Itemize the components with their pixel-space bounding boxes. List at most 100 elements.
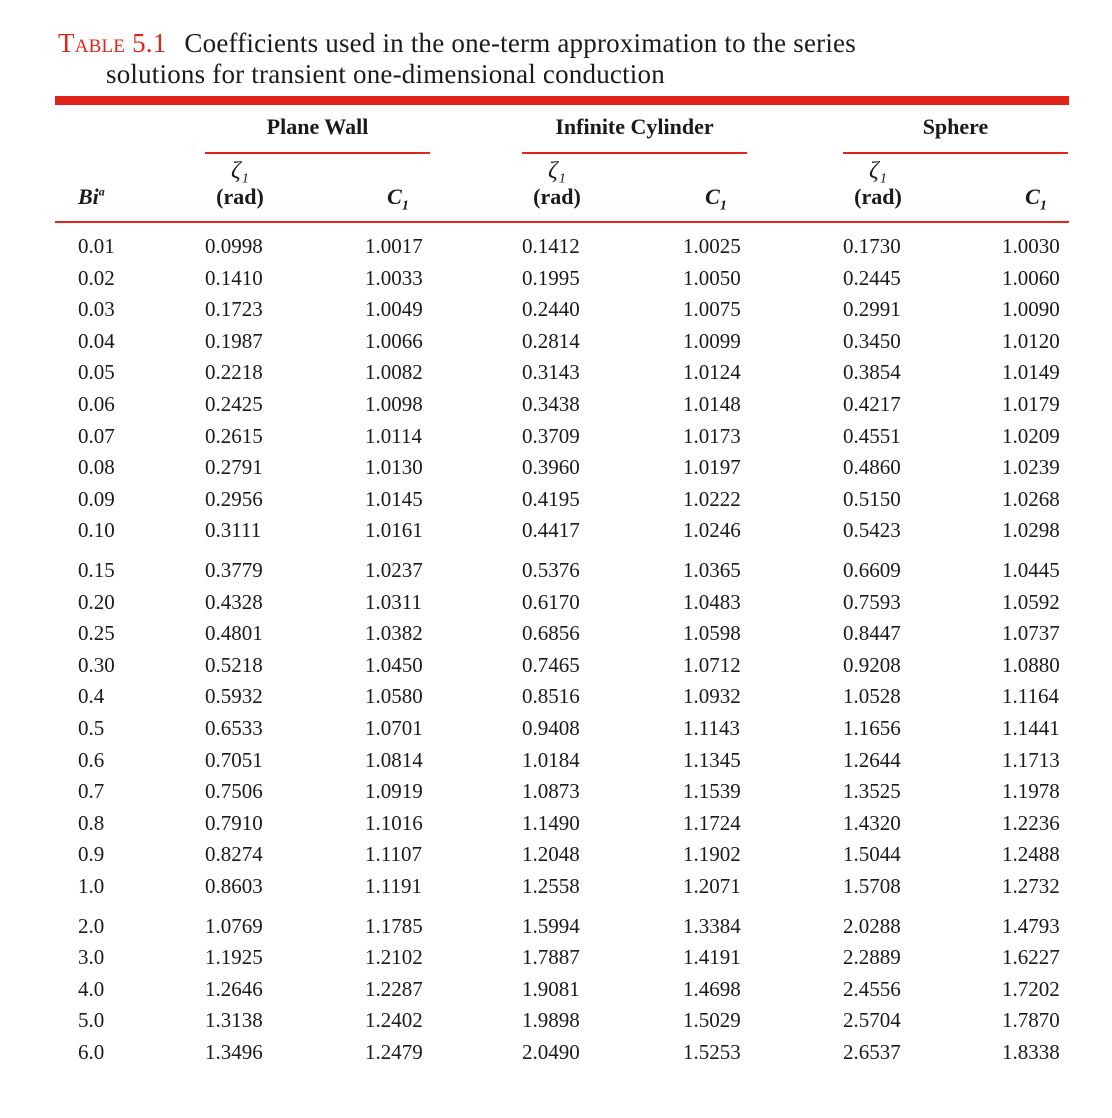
sphere-c1-cell: 1.2732 (1002, 874, 1060, 898)
cylinder-c1-cell: 1.0365 (683, 558, 741, 582)
cylinder-zeta-cell: 0.3438 (522, 392, 580, 416)
group-plane-wall: Plane Wall (266, 114, 369, 139)
sphere-c1-cell: 1.0737 (1002, 621, 1060, 646)
c1-subscript: 1 (401, 198, 409, 214)
cylinder-zeta-cell: 2.0490 (522, 1040, 580, 1064)
sphere-c1-cell: 1.0149 (1002, 360, 1060, 385)
bi-cell: 0.07 (78, 423, 115, 448)
cylinder-zeta-cell: 1.7887 (522, 945, 580, 970)
plane-wall-zeta-cell: 0.3779 (205, 558, 263, 582)
bi-cell: 0.04 (78, 328, 115, 353)
cylinder-zeta-cell: 0.3960 (522, 455, 580, 480)
plane-wall-zeta-cell: 0.4801 (205, 621, 263, 646)
plane-wall-c1-cell: 1.0311 (365, 589, 422, 614)
plane-wall-c1-cell: 1.2102 (365, 945, 423, 970)
table-row: 5.0 1.3138 1.2402 1.9898 1.5029 2.5704 1.7870 (0, 1004, 1112, 1036)
sphere-c1-cell: 1.0298 (1002, 518, 1060, 543)
c1-letter: C (705, 184, 720, 209)
sphere-c1-cell: 1.0239 (1002, 455, 1060, 480)
sphere-c1-cell: 1.8338 (1002, 1040, 1060, 1064)
rad-header-plane-wall: (rad) (216, 184, 264, 209)
plane-wall-zeta-cell: 1.3138 (205, 1008, 263, 1033)
table-row: 0.6 0.7051 1.0814 1.0184 1.1345 1.2644 1.1713 (0, 744, 1112, 776)
cylinder-zeta-cell: 0.6856 (522, 621, 580, 646)
sphere-zeta-cell: 0.5150 (843, 486, 901, 511)
plane-wall-zeta-cell: 0.3111 (205, 518, 262, 543)
cylinder-zeta-cell: 1.0873 (522, 779, 580, 804)
plane-wall-c1-cell: 1.0580 (365, 684, 423, 709)
table-row: 0.08 0.2791 1.0130 0.3960 1.0197 0.4860 1.0239 (0, 451, 1112, 483)
table-row: 0.9 0.8274 1.1107 1.2048 1.1902 1.5044 1.2488 (0, 838, 1112, 870)
sphere-zeta-cell: 1.4320 (843, 810, 901, 835)
bi-cell: 1.0 (78, 874, 105, 898)
cylinder-zeta-cell: 1.1490 (522, 810, 580, 835)
plane-wall-zeta-cell: 0.4328 (205, 589, 263, 614)
cylinder-c1-cell: 1.0197 (683, 455, 741, 480)
bi-cell: 0.6 (78, 747, 105, 772)
cylinder-c1-cell: 1.0025 (683, 234, 741, 258)
bi-cell: 0.05 (78, 360, 115, 385)
table-row: 0.10 0.3111 1.0161 0.4417 1.0246 0.5423 1.0298 (0, 514, 1112, 546)
plane-wall-c1-cell: 1.1016 (365, 810, 423, 835)
c1-header-plane-wall: C1 (378, 184, 418, 214)
plane-wall-zeta-cell: 1.0769 (205, 913, 263, 938)
table-row: 6.0 1.3496 1.2479 2.0490 1.5253 2.6537 1.8338 (0, 1036, 1112, 1068)
sphere-zeta-cell: 0.3854 (843, 360, 901, 385)
table-row: 0.25 0.4801 1.0382 0.6856 1.0598 0.8447 1.0737 (0, 617, 1112, 649)
plane-wall-zeta-cell: 0.2615 (205, 423, 263, 448)
plane-wall-c1-cell: 1.0382 (365, 621, 423, 646)
plane-wall-c1-cell: 1.0814 (365, 747, 423, 772)
bi-cell: 2.0 (78, 913, 105, 938)
plane-wall-zeta-cell: 0.8603 (205, 874, 263, 898)
table-row: 0.30 0.5218 1.0450 0.7465 1.0712 0.9208 1.0880 (0, 649, 1112, 681)
cylinder-c1-cell: 1.1539 (683, 779, 741, 804)
table-row: 0.07 0.2615 1.0114 0.3709 1.0173 0.4551 1.0209 (0, 420, 1112, 452)
plane-wall-c1-cell: 1.0450 (365, 652, 423, 677)
plane-wall-c1-cell: 1.2479 (365, 1040, 423, 1064)
rad-header-sphere: (rad) (854, 184, 902, 209)
sphere-zeta-cell: 0.2991 (843, 297, 901, 322)
table-row: 0.01 0.0998 1.0017 0.1412 1.0025 0.1730 1.0030 (0, 230, 1112, 262)
cylinder-c1-cell: 1.0099 (683, 328, 741, 353)
bi-header: Bia (78, 184, 105, 210)
header-rule (55, 221, 1069, 223)
group-infinite-cylinder: Infinite Cylinder (555, 114, 714, 139)
sphere-zeta-cell: 0.4217 (843, 392, 901, 416)
bi-label: Bi (78, 184, 99, 209)
cylinder-zeta-cell: 0.3709 (522, 423, 580, 448)
group-rule-infinite-cylinder (522, 152, 747, 154)
plane-wall-c1-cell: 1.0033 (365, 265, 423, 290)
bi-cell: 0.7 (78, 779, 105, 804)
cylinder-zeta-cell: 0.1412 (522, 234, 580, 258)
sphere-c1-cell: 1.1713 (1002, 747, 1060, 772)
cylinder-zeta-cell: 1.9081 (522, 976, 580, 1001)
group-rule-sphere (843, 152, 1068, 154)
sphere-zeta-cell: 0.7593 (843, 589, 901, 614)
sphere-c1-cell: 1.0179 (1002, 392, 1060, 416)
table-row: 0.7 0.7506 1.0919 1.0873 1.1539 1.3525 1.1978 (0, 775, 1112, 807)
cylinder-c1-cell: 1.0483 (683, 589, 741, 614)
bi-cell: 0.01 (78, 234, 115, 258)
table-row: 0.5 0.6533 1.0701 0.9408 1.1143 1.1656 1.1441 (0, 712, 1112, 744)
plane-wall-c1-cell: 1.0049 (365, 297, 423, 322)
table-label-text: Table (58, 28, 126, 58)
plane-wall-zeta-cell: 0.7051 (205, 747, 263, 772)
cylinder-zeta-cell: 1.2048 (522, 842, 580, 867)
plane-wall-zeta-cell: 0.1410 (205, 265, 263, 290)
cylinder-zeta-cell: 0.3143 (522, 360, 580, 385)
sphere-c1-cell: 1.6227 (1002, 945, 1060, 970)
cylinder-c1-cell: 1.0246 (683, 518, 741, 543)
plane-wall-c1-cell: 1.0098 (365, 392, 423, 416)
cylinder-c1-cell: 1.4698 (683, 976, 741, 1001)
plane-wall-c1-cell: 1.0017 (365, 234, 423, 258)
cylinder-c1-cell: 1.5253 (683, 1040, 741, 1064)
cylinder-zeta-cell: 0.4417 (522, 518, 580, 543)
sphere-c1-cell: 1.0090 (1002, 297, 1060, 322)
sphere-c1-cell: 1.1164 (1002, 684, 1059, 709)
caption-text-1: Coefficients used in the one-term approx… (184, 28, 856, 58)
bi-cell: 0.20 (78, 589, 115, 614)
plane-wall-zeta-cell: 0.8274 (205, 842, 263, 867)
sphere-c1-cell: 1.0209 (1002, 423, 1060, 448)
cylinder-zeta-cell: 0.8516 (522, 684, 580, 709)
bi-cell: 0.02 (78, 265, 115, 290)
